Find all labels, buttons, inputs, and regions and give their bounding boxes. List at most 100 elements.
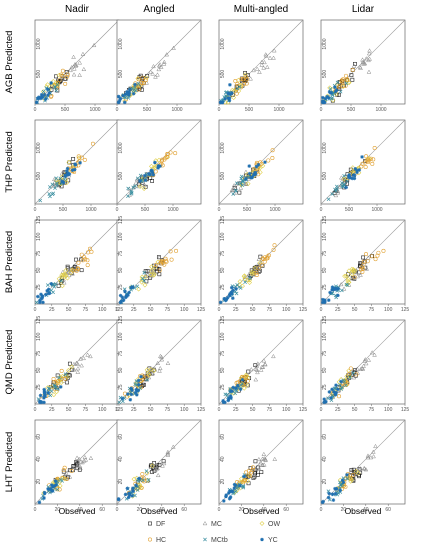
marker-hc — [55, 476, 60, 481]
y-tick-label: 1000 — [322, 38, 328, 49]
marker-hc — [235, 82, 240, 87]
x-tick-label: 25 — [131, 407, 137, 413]
marker-mctb — [338, 89, 343, 94]
marker-mctb — [142, 270, 147, 275]
x-tick-label: 75 — [165, 307, 171, 313]
x-tick-label: 50 — [148, 307, 154, 313]
marker-ow — [56, 72, 62, 78]
marker-ow — [245, 478, 250, 484]
panel-qmd-3: 0 25 50 75 100 125 25 50 75 100 125 — [320, 316, 410, 413]
x-tick-label: 100 — [384, 307, 393, 313]
marker-mc — [75, 369, 81, 374]
x-tick-label: 125 — [401, 407, 410, 413]
marker-hc — [266, 158, 271, 163]
marker-hc — [157, 268, 162, 273]
marker-yc — [227, 496, 232, 501]
x-tick-label: 0 — [34, 207, 37, 213]
marker-ow — [341, 176, 347, 182]
marker-yc — [40, 94, 44, 99]
marker-yc — [326, 495, 331, 500]
x-axis-label: Observed — [345, 506, 382, 516]
marker-ow — [245, 375, 251, 381]
marker-mc — [164, 52, 170, 57]
panel-agb-0: 0 500 1000 500 1000 — [34, 19, 120, 113]
y-tick-label: 40 — [322, 456, 328, 462]
marker-hc — [369, 254, 374, 259]
x-tick-label: 100 — [180, 407, 189, 413]
x-tick-label: 0 — [320, 207, 323, 213]
marker-hc — [270, 155, 275, 160]
marker-yc — [254, 164, 259, 169]
marker-mctb — [51, 290, 55, 295]
marker-hc — [80, 155, 85, 160]
marker-hc — [242, 478, 247, 483]
panel-agb-3: 0 500 1000 500 1000 — [320, 19, 406, 113]
x-tick-label: 125 — [197, 307, 206, 313]
marker-yc — [227, 396, 231, 401]
marker-df — [349, 73, 354, 78]
marker-yc — [46, 391, 51, 395]
marker-hc — [240, 382, 245, 387]
marker-ow — [63, 267, 69, 273]
x-tick-label: 1000 — [171, 107, 182, 113]
marker-mctb — [58, 477, 63, 482]
x-tick-label: 25 — [49, 307, 55, 313]
marker-mctb — [328, 87, 333, 91]
marker-hc — [371, 157, 376, 162]
y-tick-label: 100 — [118, 232, 124, 241]
marker-mctb — [344, 282, 349, 287]
marker-hc — [144, 78, 149, 83]
marker-yc — [128, 397, 133, 402]
marker-hc — [364, 154, 369, 159]
marker-mctb — [231, 192, 236, 196]
marker-hc — [71, 268, 76, 273]
marker-hc — [69, 468, 74, 473]
marker-yc — [143, 178, 148, 182]
panel-bah-3: 0 25 50 75 100 125 25 50 75 100 125 — [320, 216, 410, 313]
marker-df — [79, 268, 84, 273]
marker-hc — [345, 77, 350, 82]
x-tick-label: 75 — [369, 307, 375, 313]
marker-yc — [125, 294, 129, 298]
y-tick-label: 125 — [118, 216, 124, 225]
row-title: QMD Predicted — [4, 330, 15, 395]
marker-mc — [258, 460, 263, 465]
marker-yc — [247, 171, 252, 176]
marker-hc — [57, 487, 62, 492]
marker-hc — [83, 257, 88, 262]
marker-yc — [133, 82, 137, 87]
marker-yc — [64, 169, 69, 173]
marker-hc — [159, 161, 164, 166]
y-tick-label: 50 — [36, 367, 42, 373]
marker-ow — [346, 268, 352, 274]
marker-mc — [339, 175, 344, 180]
marker-yc — [63, 174, 68, 179]
marker-yc — [38, 300, 42, 305]
marker-ow — [231, 95, 237, 101]
marker-yc — [229, 292, 233, 296]
marker-ow — [349, 477, 355, 483]
marker-hc — [60, 74, 65, 79]
marker-yc — [336, 387, 340, 392]
y-tick-label: 25 — [36, 384, 42, 390]
marker-mctb — [48, 185, 52, 189]
marker-yc — [42, 496, 46, 500]
marker-hc — [245, 378, 250, 383]
marker-yc — [228, 394, 233, 398]
marker-yc — [133, 390, 138, 395]
marker-hc — [244, 374, 249, 379]
y-tick-label: 50 — [220, 367, 226, 373]
marker-mctb — [54, 88, 59, 93]
marker-yc — [49, 81, 53, 85]
x-axis-label: Observed — [59, 506, 96, 516]
marker-ow — [137, 184, 143, 189]
marker-yc — [333, 391, 338, 395]
marker-yc — [227, 98, 232, 103]
x-tick-label: 20 — [55, 507, 61, 513]
marker-df — [49, 87, 54, 92]
marker-mctb — [136, 81, 141, 86]
y-tick-label: 500 — [220, 70, 226, 79]
column-title: Lidar — [352, 4, 375, 15]
y-tick-label: 60 — [220, 434, 226, 440]
